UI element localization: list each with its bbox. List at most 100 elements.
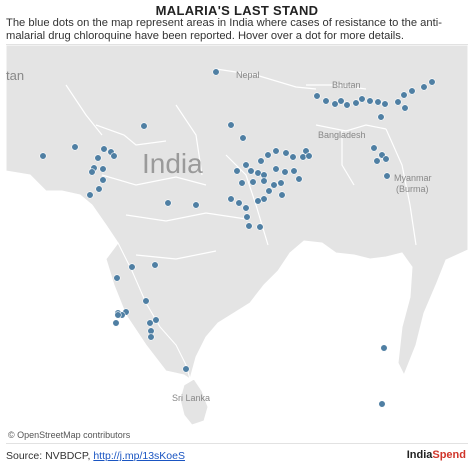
resistance-dot[interactable] bbox=[337, 97, 345, 105]
resistance-dot[interactable] bbox=[295, 175, 303, 183]
resistance-dot[interactable] bbox=[378, 400, 386, 408]
resistance-dot[interactable] bbox=[380, 344, 388, 352]
resistance-dot[interactable] bbox=[239, 134, 247, 142]
resistance-dot[interactable] bbox=[343, 101, 351, 109]
resistance-dot[interactable] bbox=[352, 99, 360, 107]
resistance-dot[interactable] bbox=[233, 167, 241, 175]
resistance-dot[interactable] bbox=[152, 316, 160, 324]
resistance-dot[interactable] bbox=[128, 263, 136, 271]
resistance-dots[interactable] bbox=[39, 68, 436, 408]
resistance-dot[interactable] bbox=[243, 213, 251, 221]
source-link[interactable]: http://j.mp/13sKoeS bbox=[93, 450, 185, 462]
resistance-dot[interactable] bbox=[331, 100, 339, 108]
resistance-dot[interactable] bbox=[272, 165, 280, 173]
resistance-dot[interactable] bbox=[260, 171, 268, 179]
resistance-dot[interactable] bbox=[282, 149, 290, 157]
resistance-dot[interactable] bbox=[94, 154, 102, 162]
resistance-dot[interactable] bbox=[142, 297, 150, 305]
resistance-dot[interactable] bbox=[374, 98, 382, 106]
resistance-dot[interactable] bbox=[272, 147, 280, 155]
resistance-dot[interactable] bbox=[39, 152, 47, 160]
resistance-dot[interactable] bbox=[164, 199, 172, 207]
resistance-dot[interactable] bbox=[373, 157, 381, 165]
resistance-dot[interactable] bbox=[254, 197, 262, 205]
resistance-dot[interactable] bbox=[260, 195, 268, 203]
logo-part1: India bbox=[406, 449, 433, 461]
resistance-dot[interactable] bbox=[247, 167, 255, 175]
resistance-dot[interactable] bbox=[290, 167, 298, 175]
resistance-dot[interactable] bbox=[114, 311, 122, 319]
resistance-dot[interactable] bbox=[366, 97, 374, 105]
resistance-dot[interactable] bbox=[147, 333, 155, 341]
resistance-dot[interactable] bbox=[265, 187, 273, 195]
resistance-dot[interactable] bbox=[401, 104, 409, 112]
logo-part2: Spend bbox=[432, 449, 466, 461]
resistance-dot[interactable] bbox=[242, 204, 250, 212]
resistance-dot[interactable] bbox=[88, 168, 96, 176]
resistance-dot[interactable] bbox=[71, 143, 79, 151]
resistance-dot[interactable] bbox=[86, 191, 94, 199]
resistance-dot[interactable] bbox=[382, 155, 390, 163]
resistance-dot[interactable] bbox=[146, 319, 154, 327]
resistance-dot[interactable] bbox=[238, 179, 246, 187]
map-svg[interactable]: tan Nepal Bhutan Bangladesh India Myanma… bbox=[6, 45, 468, 443]
resistance-dot[interactable] bbox=[249, 178, 257, 186]
resistance-dot[interactable] bbox=[420, 83, 428, 91]
resistance-dot[interactable] bbox=[192, 201, 200, 209]
resistance-dot[interactable] bbox=[394, 98, 402, 106]
resistance-dot[interactable] bbox=[227, 195, 235, 203]
resistance-dot[interactable] bbox=[264, 151, 272, 159]
resistance-dot[interactable] bbox=[235, 199, 243, 207]
label-bangladesh: Bangladesh bbox=[318, 130, 366, 140]
resistance-dot[interactable] bbox=[151, 261, 159, 269]
resistance-dot[interactable] bbox=[99, 165, 107, 173]
resistance-dot[interactable] bbox=[99, 176, 107, 184]
resistance-dot[interactable] bbox=[227, 121, 235, 129]
resistance-dot[interactable] bbox=[358, 95, 366, 103]
resistance-dot[interactable] bbox=[140, 122, 148, 130]
resistance-dot[interactable] bbox=[256, 223, 264, 231]
resistance-dot[interactable] bbox=[313, 92, 321, 100]
resistance-dot[interactable] bbox=[182, 365, 190, 373]
resistance-dot[interactable] bbox=[428, 78, 436, 86]
resistance-dot[interactable] bbox=[381, 100, 389, 108]
label-myanmar-2: (Burma) bbox=[396, 184, 429, 194]
source-prefix: Source: NVBDCP, bbox=[6, 450, 94, 462]
resistance-dot[interactable] bbox=[147, 327, 155, 335]
resistance-dot[interactable] bbox=[260, 177, 268, 185]
resistance-dot[interactable] bbox=[277, 179, 285, 187]
resistance-dot[interactable] bbox=[383, 172, 391, 180]
resistance-dot[interactable] bbox=[322, 97, 330, 105]
resistance-dot[interactable] bbox=[257, 157, 265, 165]
map-description: The blue dots on the map represent areas… bbox=[6, 17, 442, 42]
resistance-dot[interactable] bbox=[110, 152, 118, 160]
resistance-dot[interactable] bbox=[299, 153, 307, 161]
resistance-dot[interactable] bbox=[245, 222, 253, 230]
resistance-dot[interactable] bbox=[305, 152, 313, 160]
resistance-dot[interactable] bbox=[377, 113, 385, 121]
resistance-dot[interactable] bbox=[408, 87, 416, 95]
resistance-dot[interactable] bbox=[278, 191, 286, 199]
page-title: MALARIA'S LAST STAND bbox=[155, 3, 319, 18]
resistance-dot[interactable] bbox=[95, 185, 103, 193]
resistance-dot[interactable] bbox=[400, 91, 408, 99]
indiaspend-logo: IndiaSpend bbox=[407, 449, 466, 461]
map-attribution: © OpenStreetMap contributors bbox=[6, 430, 133, 440]
resistance-dot[interactable] bbox=[254, 169, 262, 177]
resistance-dot[interactable] bbox=[370, 144, 378, 152]
map-container[interactable]: tan Nepal Bhutan Bangladesh India Myanma… bbox=[6, 44, 468, 444]
resistance-dot[interactable] bbox=[270, 181, 278, 189]
resistance-dot[interactable] bbox=[242, 161, 250, 169]
source-line: Source: NVBDCP, http://j.mp/13sKoeS bbox=[6, 450, 185, 462]
resistance-dot[interactable] bbox=[112, 319, 120, 327]
resistance-dot[interactable] bbox=[100, 145, 108, 153]
label-nepal: Nepal bbox=[236, 70, 260, 80]
resistance-dot[interactable] bbox=[113, 274, 121, 282]
label-sri-lanka: Sri Lanka bbox=[172, 393, 210, 403]
resistance-dot[interactable] bbox=[212, 68, 220, 76]
label-bhutan: Bhutan bbox=[332, 80, 361, 90]
resistance-dot[interactable] bbox=[281, 168, 289, 176]
label-india: India bbox=[142, 148, 203, 179]
resistance-dot[interactable] bbox=[289, 153, 297, 161]
label-partial-country: tan bbox=[6, 68, 24, 83]
